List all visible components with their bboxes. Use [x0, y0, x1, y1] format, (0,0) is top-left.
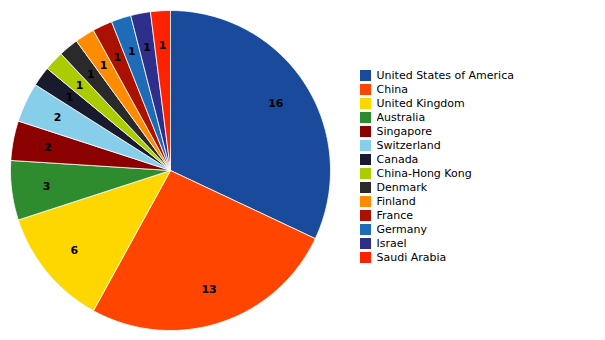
svg-text:3: 3: [43, 180, 51, 193]
html-text:Finland: Finland: [376, 195, 416, 209]
svg-text:1: 1: [128, 45, 136, 58]
html-text:Germany: Germany: [376, 223, 428, 237]
svg-text:1: 1: [143, 41, 151, 54]
html-text:Switzerland: Switzerland: [376, 139, 441, 153]
svg-text:1: 1: [159, 39, 167, 52]
svg-text:16: 16: [268, 97, 284, 110]
svg-text:1: 1: [87, 68, 95, 81]
svg-text:6: 6: [71, 244, 79, 257]
html-text:Saudi Arabia: Saudi Arabia: [376, 251, 447, 265]
html-text:Denmark: Denmark: [376, 181, 428, 195]
html-text:United States of America: United States of America: [376, 69, 514, 83]
html-text:Israel: Israel: [376, 237, 407, 251]
svg-text:2: 2: [54, 111, 62, 124]
svg-text:13: 13: [201, 283, 216, 296]
svg-text:1: 1: [100, 59, 108, 72]
html-text:China-Hong Kong: China-Hong Kong: [376, 167, 472, 181]
html-text:China: China: [376, 83, 408, 97]
html-text:Australia: Australia: [376, 111, 426, 125]
svg-text:1: 1: [66, 91, 74, 104]
html-text:France: France: [376, 209, 414, 223]
html-text:Canada: Canada: [376, 153, 419, 167]
html-text:Singapore: Singapore: [376, 125, 432, 139]
html-text:United Kingdom: United Kingdom: [376, 97, 465, 111]
svg-text:1: 1: [76, 79, 84, 92]
svg-text:1: 1: [114, 51, 122, 64]
svg-text:2: 2: [44, 141, 52, 154]
